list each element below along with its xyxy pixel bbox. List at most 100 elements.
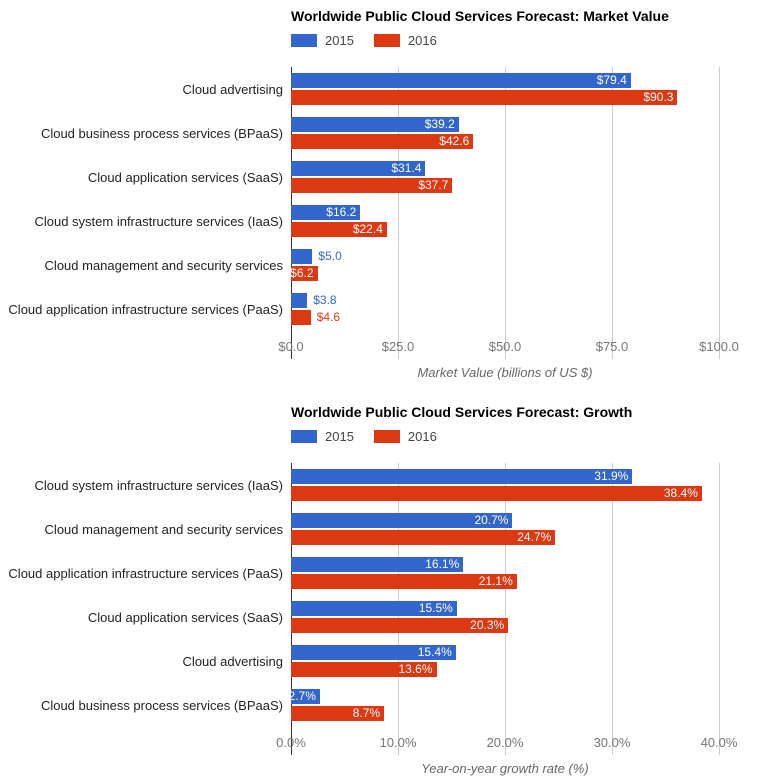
bar-group: Cloud business process services (BPaaS) 2…	[0, 689, 770, 721]
bar-group: Cloud application infrastructure service…	[0, 293, 770, 325]
value-label: 15.4%	[417, 645, 452, 659]
bar-group: Cloud system infrastructure services (Ia…	[0, 205, 770, 237]
legend-label: 2015	[325, 33, 354, 48]
x-axis: $0.0 $25.0 $50.0 $75.0 $100.0	[278, 339, 739, 355]
gridline	[719, 67, 720, 359]
category-label: Cloud advertising	[182, 81, 283, 97]
legend-item-2015[interactable]: 2015	[291, 430, 354, 443]
bar-group: Cloud application services (SaaS) 15.5% 20…	[0, 601, 770, 633]
category-label: Cloud application infrastructure service…	[8, 565, 283, 581]
category-label: Cloud application services (SaaS)	[87, 609, 283, 625]
gridline	[505, 463, 506, 755]
x-axis-tick-label: 0.0%	[276, 735, 306, 750]
value-label: $79.4	[596, 73, 627, 87]
value-label: $16.2	[326, 205, 357, 219]
value-label: $3.8	[313, 293, 337, 307]
bar-2016[interactable]: 38.4%	[291, 486, 702, 501]
value-label: 21.1%	[478, 574, 513, 588]
legend-label: 2015	[325, 429, 354, 444]
category-label: Cloud application services (SaaS)	[87, 169, 283, 185]
bar-groups: Cloud system infrastructure services (Ia…	[0, 463, 770, 727]
x-axis: 0.0% 10.0% 20.0% 30.0% 40.0%	[276, 735, 737, 751]
legend-label: 2016	[407, 33, 437, 48]
category-label: Cloud application infrastructure service…	[8, 301, 283, 317]
market-value-chart: Worldwide Public Cloud Services Forecast…	[0, 8, 770, 380]
value-label: $42.6	[439, 134, 470, 148]
bar-group: Cloud business process services (BPaaS) $…	[0, 117, 770, 149]
value-label: 24.7%	[517, 530, 552, 544]
legend-label: 2016	[407, 429, 437, 444]
bar-2015[interactable]: 15.5%	[291, 601, 457, 616]
legend-item-2016[interactable]: 2016	[373, 33, 437, 48]
bar-2015[interactable]: 15.4%	[291, 645, 456, 660]
bar-2015[interactable]: 2.7%	[288, 689, 320, 704]
bar-2016[interactable]	[291, 310, 311, 325]
legend-swatch-2016	[373, 34, 400, 47]
bar-group: Cloud application infrastructure service…	[0, 557, 770, 589]
value-label: $90.3	[643, 90, 674, 104]
value-label: 2.7%	[288, 689, 316, 703]
bar-2015[interactable]: $31.4	[291, 161, 426, 176]
x-axis-title: Year-on-year growth rate (%)	[421, 761, 589, 776]
bar-2015[interactable]: 31.9%	[291, 469, 633, 484]
bar-2015[interactable]: $39.2	[291, 117, 459, 132]
legend-item-2016[interactable]: 2016	[373, 429, 437, 444]
plot-area: Cloud advertising $79.4 $90.3 Cloud busines…	[0, 67, 770, 359]
bar-2016[interactable]: $6.2	[290, 266, 318, 281]
legend-swatch-2015	[291, 34, 317, 47]
value-label: $4.6	[316, 310, 341, 324]
value-label: 15.5%	[418, 601, 453, 615]
x-axis-tick-label: $75.0	[595, 339, 629, 354]
bar-2015[interactable]	[291, 293, 308, 308]
value-label: 8.7%	[352, 706, 381, 720]
gridline	[612, 463, 613, 755]
category-label: Cloud business process services (BPaaS)	[40, 697, 283, 713]
growth-chart: Worldwide Public Cloud Services Forecast…	[0, 404, 770, 776]
value-label: 13.6%	[398, 662, 433, 676]
value-label: $5.0	[318, 249, 342, 263]
bar-2015[interactable]	[291, 249, 313, 264]
bar-2016[interactable]: 13.6%	[291, 662, 437, 677]
bar-2016[interactable]: $37.7	[291, 178, 453, 193]
bar-2016[interactable]: 21.1%	[291, 574, 517, 589]
legend-item-2015[interactable]: 2015	[291, 34, 354, 47]
value-label: $6.2	[290, 266, 314, 280]
gridline	[719, 463, 720, 755]
chart-title: Worldwide Public Cloud Services Forecast…	[291, 8, 669, 24]
value-label: $37.7	[418, 178, 449, 192]
category-label: Cloud business process services (BPaaS)	[40, 125, 283, 141]
value-label: 38.4%	[663, 486, 698, 500]
category-label: Cloud management and security services	[44, 257, 283, 273]
bar-group: Cloud management and security services 20…	[0, 513, 770, 545]
legend: 2015 2016	[291, 34, 770, 47]
x-axis-tick-label: $50.0	[488, 339, 522, 354]
bar-2016[interactable]: $90.3	[291, 90, 678, 105]
bar-2015[interactable]: 20.7%	[291, 513, 513, 528]
category-label: Cloud management and security services	[44, 521, 283, 537]
x-axis-tick-label: $0.0	[278, 339, 304, 354]
bar-group: Cloud system infrastructure services (Ia…	[0, 469, 770, 501]
value-label: 16.1%	[425, 557, 460, 571]
bar-2016[interactable]: $22.4	[291, 222, 387, 237]
x-axis-tick-label: 30.0%	[593, 735, 631, 750]
chart-title: Worldwide Public Cloud Services Forecast…	[291, 404, 633, 420]
bar-2016[interactable]: 20.3%	[291, 618, 509, 633]
value-label: 31.9%	[594, 469, 629, 483]
category-label: Cloud system infrastructure services (Ia…	[34, 213, 283, 229]
value-label: $22.4	[352, 222, 383, 236]
x-axis-tick-label: 40.0%	[700, 735, 738, 750]
bar-2016[interactable]: 24.7%	[291, 530, 556, 545]
x-axis-tick-label: $100.0	[699, 339, 739, 354]
value-label: $31.4	[391, 161, 422, 175]
bar-2016[interactable]: $42.6	[291, 134, 474, 149]
bar-groups: Cloud advertising $79.4 $90.3 Cloud busines…	[0, 67, 770, 331]
value-label: 20.7%	[474, 513, 509, 527]
bar-2015[interactable]: $79.4	[291, 73, 631, 88]
bar-group: Cloud application services (SaaS) $31.4 $3…	[0, 161, 770, 193]
gridline	[612, 67, 613, 359]
bar-2016[interactable]: 8.7%	[291, 706, 385, 721]
x-axis-tick-label: $25.0	[381, 339, 415, 354]
bar-2015[interactable]: 16.1%	[291, 557, 464, 572]
bar-group: Cloud management and security services $5…	[0, 249, 770, 281]
bar-2015[interactable]: $16.2	[291, 205, 361, 220]
